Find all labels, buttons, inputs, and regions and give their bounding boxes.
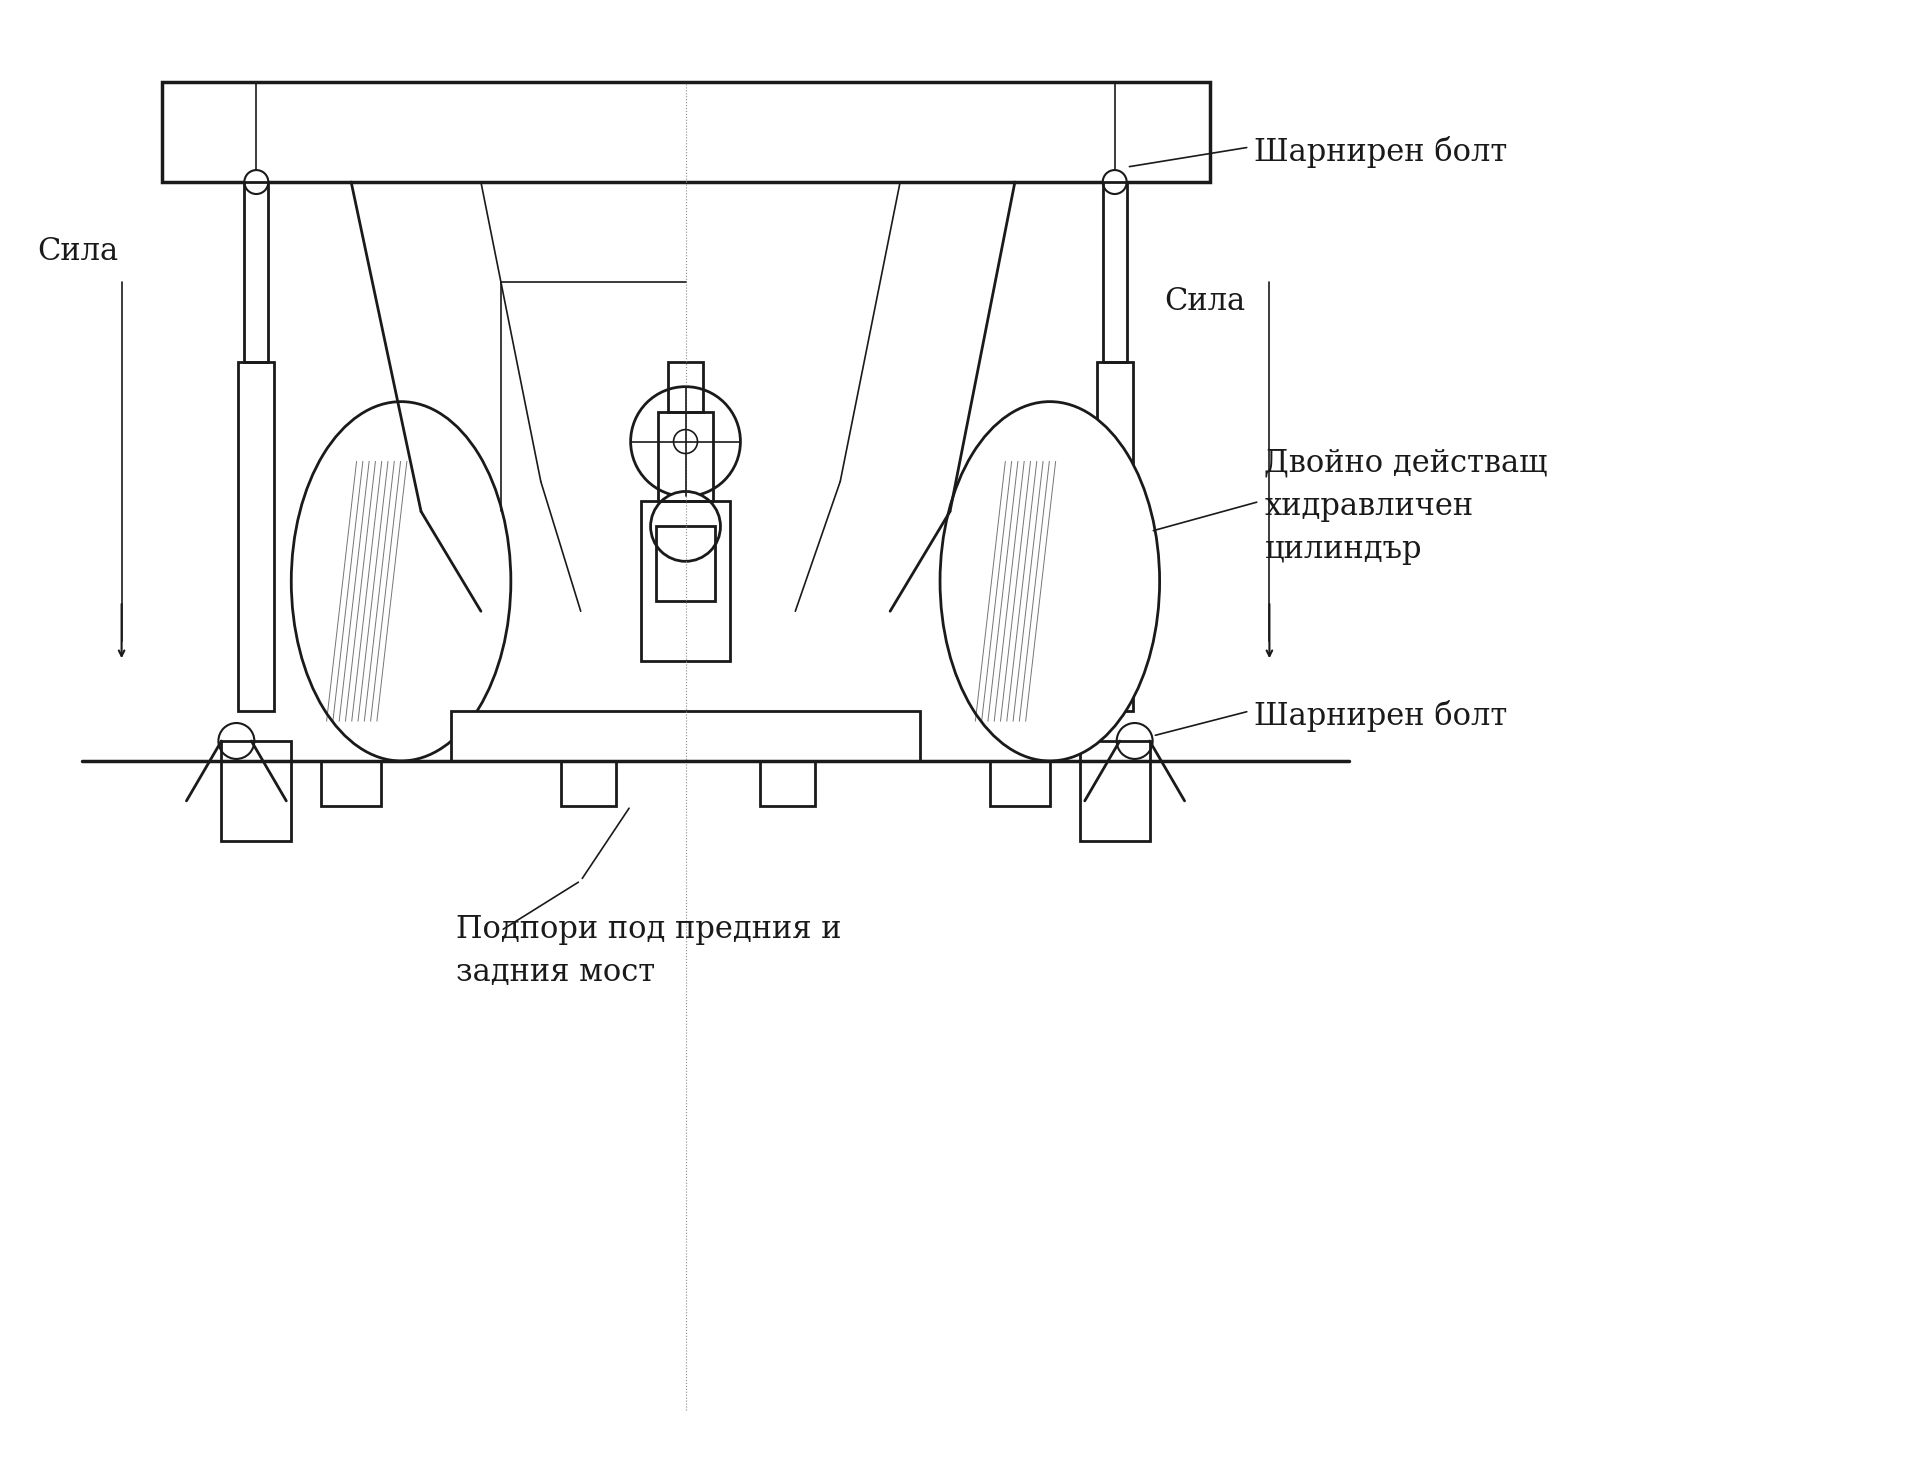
- Bar: [657, 412, 714, 501]
- Bar: [238, 362, 275, 712]
- Bar: [321, 761, 380, 806]
- Bar: [1102, 183, 1127, 362]
- Bar: [991, 761, 1050, 806]
- Text: Сила: Сила: [1165, 286, 1246, 317]
- Bar: [655, 526, 716, 602]
- Text: Шарнирен болт: Шарнирен болт: [1254, 700, 1507, 732]
- Bar: [1096, 362, 1133, 712]
- Circle shape: [651, 491, 720, 561]
- Ellipse shape: [941, 402, 1160, 761]
- Circle shape: [219, 723, 253, 758]
- Bar: [760, 761, 816, 806]
- Bar: [1079, 741, 1150, 840]
- Bar: [244, 183, 269, 362]
- Circle shape: [674, 430, 697, 453]
- Bar: [641, 501, 730, 662]
- Bar: [668, 362, 703, 412]
- Bar: [451, 712, 920, 761]
- Bar: [561, 761, 616, 806]
- Bar: [161, 82, 1210, 183]
- Text: Подпори под предния и
задния мост: Подпори под предния и задния мост: [455, 913, 841, 988]
- Text: Шарнирен болт: Шарнирен болт: [1254, 136, 1507, 168]
- Bar: [221, 741, 292, 840]
- Ellipse shape: [292, 402, 511, 761]
- Circle shape: [1117, 723, 1152, 758]
- Circle shape: [244, 169, 269, 194]
- Circle shape: [630, 387, 741, 497]
- Text: Двойно действащ
хидравличен
цилиндър: Двойно действащ хидравличен цилиндър: [1265, 449, 1548, 565]
- Circle shape: [1102, 169, 1127, 194]
- Text: Сила: Сила: [36, 237, 117, 267]
